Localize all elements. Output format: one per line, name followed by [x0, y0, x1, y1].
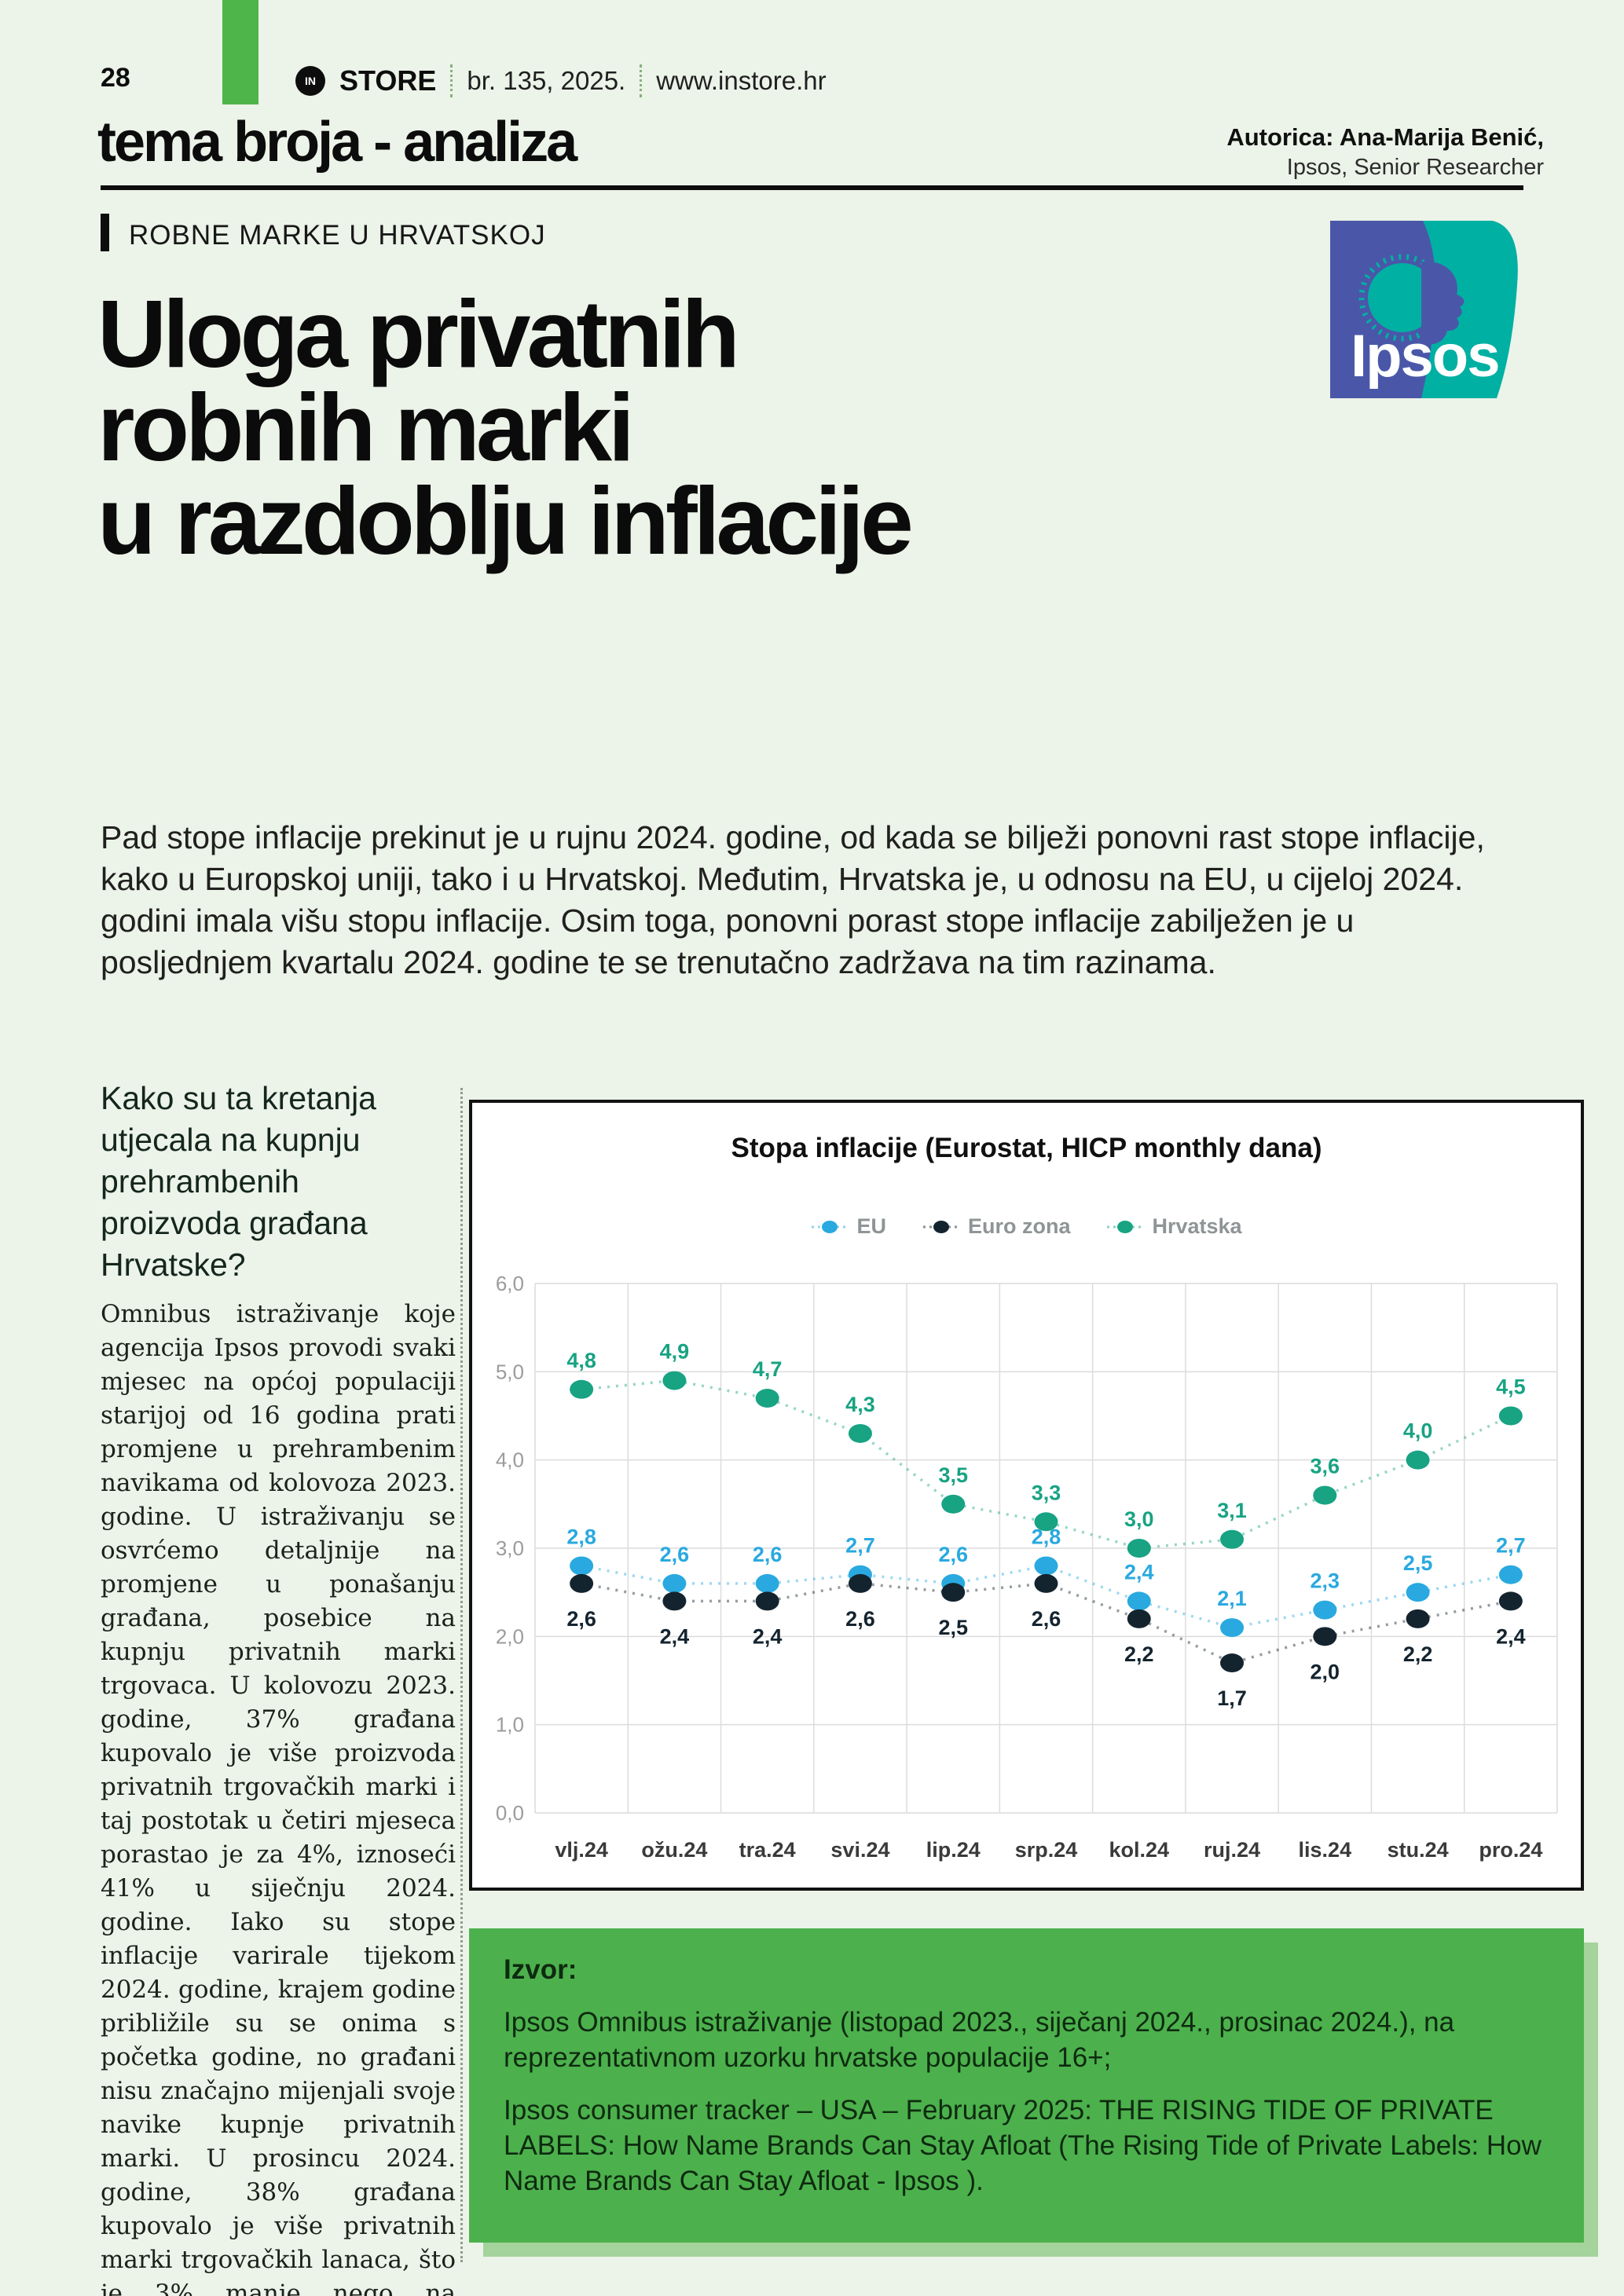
svg-text:2,7: 2,7	[845, 1534, 875, 1558]
issue-number: br. 135, 2025.	[467, 66, 626, 95]
legend-marker-icon	[1107, 1220, 1144, 1233]
svg-text:2,6: 2,6	[938, 1543, 968, 1566]
source-heading: Izvor:	[504, 1954, 577, 1985]
svg-text:4,0: 4,0	[496, 1448, 524, 1472]
instore-logo-icon: IN	[295, 66, 325, 96]
ipsos-logo-wordmark: Ipsos	[1351, 323, 1499, 390]
svg-text:2,0: 2,0	[1311, 1660, 1340, 1683]
author-name: Autorica: Ana-Marija Benić,	[1226, 123, 1544, 151]
column-divider	[460, 1088, 463, 2262]
svg-text:ožu.24: ožu.24	[641, 1838, 707, 1862]
svg-text:2,2: 2,2	[1124, 1642, 1154, 1666]
source-box: Izvor: Ipsos Omnibus istraživanje (listo…	[469, 1928, 1584, 2243]
legend-label: Euro zona	[967, 1214, 1071, 1238]
legend-marker-icon	[922, 1220, 959, 1233]
column-body-text: Omnibus istraživanje koje agencija Ipsos…	[101, 1300, 456, 2296]
svg-text:2,1: 2,1	[1217, 1587, 1247, 1610]
svg-text:pro.24: pro.24	[1479, 1838, 1542, 1862]
green-accent-bar	[222, 0, 258, 104]
svg-text:2,6: 2,6	[1032, 1607, 1061, 1631]
ipsos-logo: Ipsos	[1330, 221, 1520, 398]
svg-text:2,4: 2,4	[660, 1624, 690, 1648]
kicker-accent-bar	[101, 214, 109, 251]
svg-text:lis.24: lis.24	[1299, 1838, 1352, 1862]
svg-text:4,0: 4,0	[1403, 1419, 1433, 1443]
svg-text:svi.24: svi.24	[830, 1838, 889, 1862]
svg-text:4,7: 4,7	[753, 1357, 783, 1381]
legend-item-hrvatska: Hrvatska	[1106, 1214, 1242, 1239]
author-role: Ipsos, Senior Researcher	[1286, 155, 1544, 180]
svg-text:2,4: 2,4	[753, 1624, 783, 1648]
svg-text:4,3: 4,3	[845, 1393, 875, 1416]
svg-text:3,1: 3,1	[1217, 1499, 1247, 1522]
header-divider	[640, 64, 643, 97]
ipsos-logo-graphic: Ipsos	[1330, 221, 1518, 398]
svg-text:2,2: 2,2	[1403, 1642, 1433, 1666]
svg-text:2,5: 2,5	[938, 1616, 968, 1639]
svg-text:0,0: 0,0	[496, 1801, 524, 1825]
svg-text:5,0: 5,0	[496, 1360, 524, 1383]
ipsos-logo-face	[1421, 261, 1465, 345]
svg-text:2,5: 2,5	[1403, 1551, 1433, 1575]
section-title: tema broja - analiza	[97, 111, 577, 174]
ipsos-logo-tree	[1368, 263, 1437, 332]
svg-text:1,7: 1,7	[1217, 1686, 1247, 1710]
svg-text:4,9: 4,9	[660, 1340, 690, 1364]
svg-text:4,5: 4,5	[1496, 1375, 1526, 1399]
chart-plot: 0,0 1,0 2,0 3,0 4,0 5,0 6,0 vlj.24 ožu.24 tra.24 s…	[496, 1272, 1558, 1862]
legend-label: Hrvatska	[1152, 1214, 1242, 1238]
masthead: IN STORE br. 135, 2025. www.instore.hr	[295, 64, 827, 97]
header-divider	[450, 64, 453, 97]
svg-text:3,6: 3,6	[1311, 1455, 1340, 1478]
svg-text:stu.24: stu.24	[1388, 1838, 1449, 1862]
svg-text:lip.24: lip.24	[926, 1838, 981, 1862]
article-title-line: u razdoblju inflacije	[97, 467, 914, 574]
article-intro: Pad stope inflacije prekinut je u rujnu …	[101, 819, 1485, 980]
article-kicker: ROBNE MARKE U HRVATSKOJ	[129, 220, 546, 251]
inflation-chart: 0,0 1,0 2,0 3,0 4,0 5,0 6,0 vlj.24 ožu.24 tra.24 s…	[469, 1100, 1584, 1891]
article-title-line: Uloga privatnih	[97, 280, 740, 387]
svg-text:2,8: 2,8	[566, 1525, 596, 1548]
column-question: Kako su ta kretanja utjecala na kupnju p…	[101, 1080, 376, 1283]
svg-text:2,6: 2,6	[566, 1607, 596, 1631]
instore-logo-text: STORE	[339, 64, 437, 97]
chart-legend: EU Euro zona Hrvatska	[472, 1214, 1581, 1239]
svg-text:2,6: 2,6	[845, 1607, 875, 1631]
svg-text:ruj.24: ruj.24	[1204, 1838, 1260, 1862]
svg-text:4,8: 4,8	[566, 1349, 596, 1372]
svg-text:3,0: 3,0	[496, 1536, 524, 1560]
svg-text:3,3: 3,3	[1032, 1481, 1061, 1504]
source-item: Ipsos Omnibus istraživanje (listopad 202…	[504, 2007, 1455, 2073]
legend-label: EU	[856, 1214, 886, 1238]
source-item: Ipsos consumer tracker – USA – February …	[504, 2095, 1542, 2196]
svg-text:2,7: 2,7	[1496, 1534, 1526, 1558]
legend-item-eu: EU	[811, 1214, 886, 1239]
svg-text:vlj.24: vlj.24	[555, 1838, 608, 1862]
svg-text:1,0: 1,0	[496, 1713, 524, 1737]
svg-text:2,0: 2,0	[496, 1624, 524, 1648]
svg-text:2,6: 2,6	[753, 1543, 783, 1566]
legend-marker-icon	[812, 1220, 849, 1233]
author-block: Autorica: Ana-Marija Benić, Ipsos, Senio…	[1226, 123, 1544, 182]
website-url: www.instore.hr	[656, 66, 827, 95]
chart-title: Stopa inflacije (Eurostat, HICP monthly …	[731, 1133, 1322, 1163]
svg-text:2,4: 2,4	[1124, 1560, 1154, 1584]
svg-text:3,0: 3,0	[1124, 1507, 1154, 1531]
svg-text:tra.24: tra.24	[739, 1838, 796, 1862]
svg-text:6,0: 6,0	[496, 1272, 524, 1295]
svg-text:kol.24: kol.24	[1109, 1838, 1169, 1862]
horizontal-rule	[101, 185, 1523, 190]
svg-text:2,4: 2,4	[1496, 1624, 1526, 1648]
legend-item-euro-zona: Euro zona	[922, 1214, 1071, 1239]
page-number: 28	[101, 63, 130, 93]
svg-text:3,5: 3,5	[938, 1463, 968, 1487]
svg-text:2,6: 2,6	[660, 1543, 690, 1566]
article-title: Uloga privatnih robnih marki u razdoblju…	[97, 280, 914, 574]
svg-text:2,3: 2,3	[1311, 1569, 1340, 1593]
svg-text:srp.24: srp.24	[1015, 1838, 1078, 1862]
article-title-line: robnih marki	[97, 374, 635, 481]
